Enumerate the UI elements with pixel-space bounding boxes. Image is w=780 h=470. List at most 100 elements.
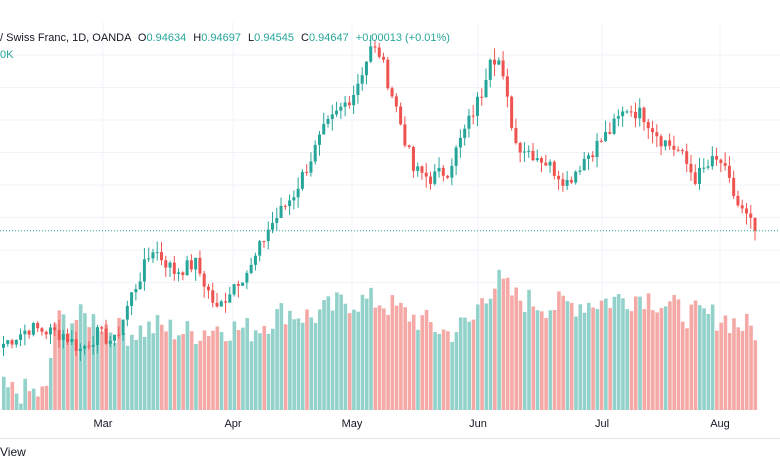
volume-bar [309, 317, 314, 410]
volume-bar [151, 333, 156, 410]
volume-bar [330, 310, 335, 410]
candle-body [480, 96, 484, 98]
volume-bar [642, 309, 647, 410]
candle-body [292, 197, 296, 201]
candle-body [569, 179, 573, 183]
volume-bar [578, 304, 583, 410]
volume-bar [95, 330, 100, 410]
volume-bar [608, 308, 612, 410]
candle-body [194, 257, 198, 270]
candle-body [625, 111, 629, 113]
candle-body [373, 46, 377, 48]
candle-body [535, 158, 539, 161]
price-chart[interactable]: Mar Apr May Jun Jul Aug [0, 0, 780, 440]
candle-body [604, 132, 608, 142]
candle-body [44, 331, 48, 335]
candle-body [108, 340, 112, 344]
volume-bar [262, 325, 267, 410]
candle-body [676, 149, 680, 151]
candle-body [557, 175, 561, 180]
volume-bar [561, 295, 565, 410]
volume-bar [189, 331, 194, 410]
view-button[interactable]: View [0, 445, 26, 459]
open-value: 0.94634 [146, 32, 187, 44]
volume-bar [484, 303, 489, 410]
candle-body [164, 260, 168, 268]
volume-bar [659, 308, 664, 410]
volume-bar [475, 304, 480, 410]
volume-bar [736, 327, 741, 410]
volume-bar [535, 310, 540, 410]
volume-bar [36, 396, 40, 410]
candle-body [275, 217, 279, 223]
x-tick-label: Jul [595, 418, 609, 430]
candle-body [744, 208, 748, 214]
volume-bar [185, 321, 190, 410]
candle-body [330, 114, 334, 119]
candle-body [467, 115, 471, 129]
volume-bar [574, 316, 578, 410]
candle-body [147, 258, 151, 260]
volume-bar [241, 327, 245, 410]
candle-body [638, 107, 642, 119]
candle-body [510, 96, 514, 128]
volume-bar [411, 314, 416, 410]
candle-body [142, 259, 146, 282]
candle-body [514, 127, 518, 143]
volume-bar [347, 313, 352, 410]
candle-body [168, 262, 172, 268]
volume-bar [552, 310, 557, 410]
candle-body [130, 292, 134, 306]
volume-bar [271, 328, 275, 410]
volume-bar [66, 333, 70, 410]
candle-body [31, 322, 35, 335]
volume-bar [202, 330, 207, 410]
volume-bar [633, 296, 638, 410]
candle-body [540, 158, 544, 163]
volume-bar [531, 306, 536, 410]
candle-body [245, 272, 249, 283]
candle-body [463, 128, 467, 138]
candle-body [646, 122, 650, 129]
volume-bar [463, 317, 467, 410]
volume-bar [505, 277, 510, 410]
volume-bar [702, 308, 706, 410]
volume-bar [117, 317, 121, 410]
volume-bar [655, 312, 659, 410]
candle-body [740, 205, 744, 209]
volume-bar [48, 357, 53, 410]
candle-body [335, 110, 339, 115]
volume-bar [288, 310, 292, 410]
candle-body [561, 179, 565, 186]
volume-bar [352, 309, 356, 410]
candle-body [347, 102, 351, 106]
candle-body [450, 165, 454, 178]
volume-bar [215, 326, 220, 410]
volume-bar [706, 313, 711, 410]
volume-bar [142, 336, 147, 410]
candle-body [501, 60, 505, 77]
volume-bar [211, 330, 215, 410]
candle-body [651, 128, 655, 133]
volume-bar [540, 311, 544, 410]
volume-bar [698, 305, 702, 410]
candle-body [279, 205, 283, 218]
candle-body [715, 156, 719, 160]
candle-body [185, 260, 189, 276]
volume-bar [599, 300, 604, 410]
volume-bar [510, 295, 514, 410]
candle-body [87, 345, 91, 347]
candle-body [706, 166, 710, 168]
candle-body [544, 162, 548, 166]
candle-body [552, 161, 556, 176]
candle-body [693, 172, 697, 184]
candle-body [377, 47, 381, 57]
candle-body [224, 301, 228, 303]
candle-body [202, 273, 206, 287]
volume-bar [53, 323, 57, 410]
candle-body [343, 102, 347, 107]
candle-body [181, 272, 185, 276]
chart-canvas[interactable]: Mar Apr May Jun Jul Aug [0, 0, 780, 440]
volume-bar [548, 310, 553, 410]
candle-body [266, 229, 270, 242]
